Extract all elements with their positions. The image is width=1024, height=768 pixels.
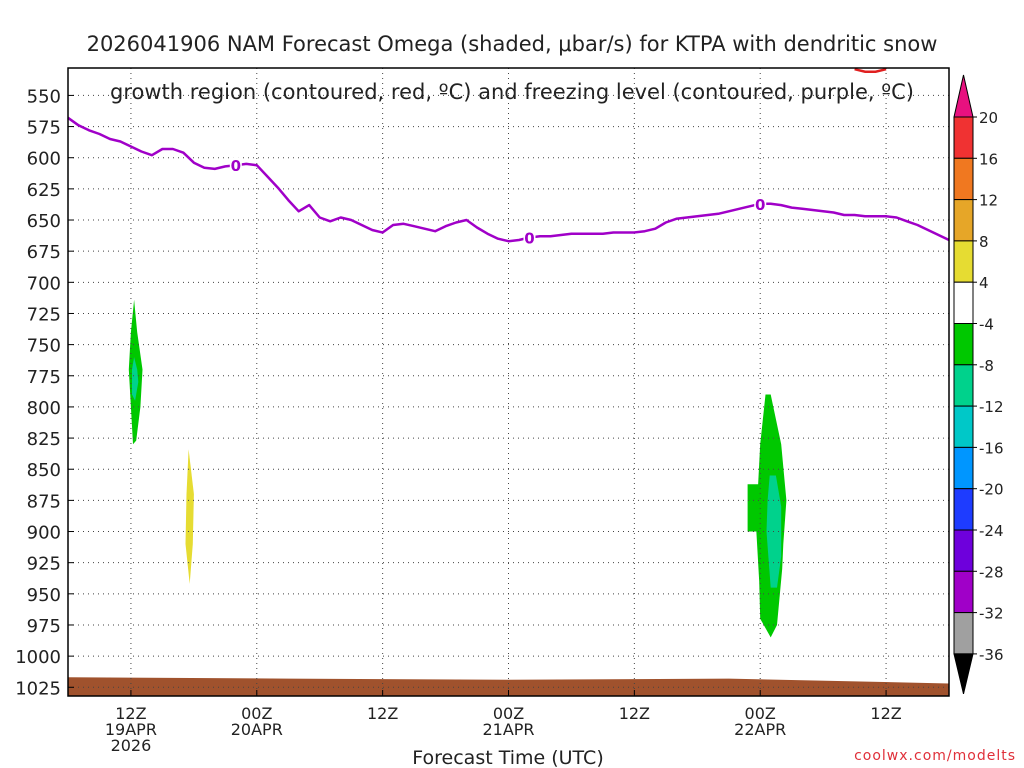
terrain-layer <box>68 677 949 696</box>
colorbar-segment <box>953 364 974 407</box>
freezing-level-label: 0 <box>755 196 765 214</box>
colorbar-label: 12 <box>979 192 998 210</box>
y-tick-label: 975 <box>27 616 61 637</box>
freezing-level-label: 0 <box>231 157 241 175</box>
colorbar-label: -36 <box>979 646 1004 664</box>
y-tick-label: 800 <box>27 398 61 419</box>
colorbar-segment <box>953 281 974 325</box>
chart-title: 2026041906 NAM Forecast Omega (shaded, μ… <box>0 8 1024 128</box>
chart-title-line2: growth region (contoured, red, ºC) and f… <box>110 80 914 104</box>
dendritic-growth-contour <box>854 67 887 73</box>
x-tick-label: 22APR <box>734 720 786 739</box>
contour-label-bg <box>754 195 767 212</box>
colorbar-segment <box>953 199 974 242</box>
colorbar-bottom-triangle <box>953 653 974 695</box>
contour-label-bg <box>229 157 242 174</box>
y-tick-label: 1000 <box>15 647 61 668</box>
colorbar-label: 4 <box>979 274 989 292</box>
colorbar-segment <box>953 157 974 201</box>
y-tick-label: 700 <box>27 273 61 294</box>
y-tick-label: 575 <box>27 118 61 139</box>
terrain-band <box>68 677 949 696</box>
x-tick-label: 21APR <box>482 720 534 739</box>
colorbar: 20 16 12 8 4 -4 -8 -12 -16 -20 -24 -28 -32 -36 <box>953 74 1004 695</box>
x-tick-label: 20APR <box>231 720 283 739</box>
x-tick-label: 19APR <box>105 720 157 739</box>
colorbar-label: -28 <box>979 563 1004 581</box>
colorbar-segment <box>953 488 974 531</box>
colorbar-label: 16 <box>979 150 998 168</box>
y-tick-label: 725 <box>27 304 61 325</box>
colorbar-label: -20 <box>979 481 1004 499</box>
freezing-level-label: 0 <box>524 229 534 247</box>
y-tick-label: 650 <box>27 211 61 232</box>
plot-frame <box>67 67 950 697</box>
x-tick-label: 12Z <box>870 704 901 723</box>
x-tick-label: 12Z <box>115 704 146 723</box>
x-tick-label: 2026 <box>111 736 152 755</box>
colorbar-segment <box>953 612 974 655</box>
contour-layer: 0 0 0 <box>67 67 950 247</box>
freezing-level-line <box>67 116 950 243</box>
colorbar-label: -12 <box>979 398 1004 416</box>
site-credit: coolwx.com/modelts <box>854 748 1016 764</box>
colorbar-segment <box>953 240 974 283</box>
colorbar-label: 8 <box>979 233 989 251</box>
y-tick-label: 900 <box>27 523 61 544</box>
colorbar-segment <box>953 570 974 614</box>
y-tick-label: 925 <box>27 554 61 575</box>
y-tick-label: 600 <box>27 149 61 170</box>
y-tick-label: 550 <box>27 86 61 107</box>
axes-layer: 550 575 600 625 650 675 700 725 750 775 800 825 850 8… <box>15 86 902 755</box>
y-tick-label: 875 <box>27 491 61 512</box>
y-tick-label: 850 <box>27 460 61 481</box>
y-tick-label: 825 <box>27 429 61 450</box>
colorbar-segment <box>953 446 974 490</box>
x-tick-label: 00Z <box>241 704 272 723</box>
omega-area <box>747 484 763 532</box>
x-tick-label: 00Z <box>493 704 524 723</box>
colorbar-label: -8 <box>979 357 994 375</box>
chart-title-line1: 2026041906 NAM Forecast Omega (shaded, μ… <box>86 32 938 56</box>
omega-shading-layer <box>128 299 787 638</box>
x-axis-label: Forecast Time (UTC) <box>412 747 603 768</box>
omega-area <box>132 357 139 401</box>
omega-area <box>185 449 194 584</box>
colorbar-segment <box>953 323 974 366</box>
colorbar-top-triangle <box>953 74 974 118</box>
y-tick-label: 775 <box>27 367 61 388</box>
colorbar-segment <box>953 529 974 572</box>
colorbar-label: -16 <box>979 439 1004 457</box>
y-tick-label: 625 <box>27 180 61 201</box>
y-tick-label: 1025 <box>15 678 61 699</box>
colorbar-label: 20 <box>979 109 998 127</box>
y-tick-label: 675 <box>27 242 61 263</box>
contour-label-bg <box>523 229 536 246</box>
colorbar-label: -4 <box>979 316 994 334</box>
colorbar-label: -32 <box>979 605 1004 623</box>
grid-layer <box>68 68 949 696</box>
x-tick-label: 12Z <box>367 704 398 723</box>
colorbar-segment <box>953 116 974 159</box>
y-tick-label: 950 <box>27 585 61 606</box>
x-tick-label: 12Z <box>619 704 650 723</box>
x-tick-label: 00Z <box>745 704 776 723</box>
colorbar-segment <box>953 405 974 448</box>
y-tick-label: 750 <box>27 336 61 357</box>
colorbar-label: -24 <box>979 522 1004 540</box>
